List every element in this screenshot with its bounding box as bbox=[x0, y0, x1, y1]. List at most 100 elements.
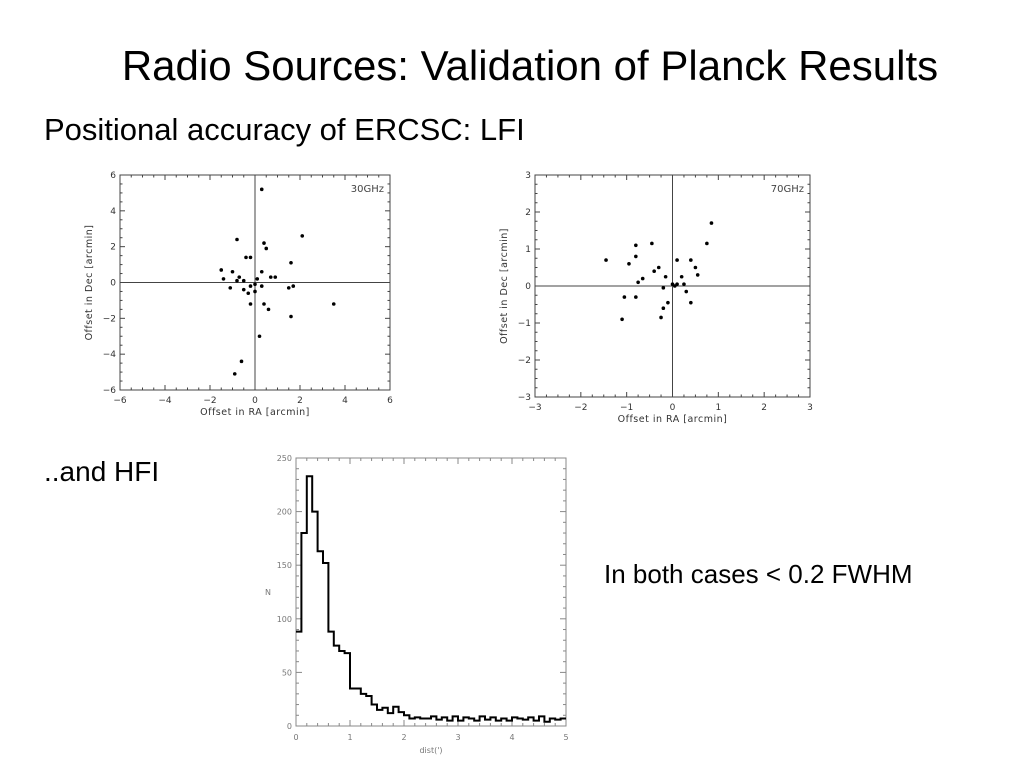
histogram-bin bbox=[442, 717, 447, 726]
data-point-30 bbox=[253, 282, 257, 287]
y-tick-label: −1 bbox=[518, 319, 531, 329]
x-tick-label: −1 bbox=[620, 403, 633, 413]
histogram-bin bbox=[480, 716, 485, 726]
x-tick-label: 3 bbox=[455, 733, 460, 742]
data-point-70 bbox=[652, 269, 656, 273]
y-tick-label: 3 bbox=[525, 171, 531, 181]
y-tick-label: 6 bbox=[110, 171, 116, 181]
data-point-30 bbox=[255, 277, 260, 281]
data-point-70 bbox=[634, 254, 638, 259]
y-tick-label: 150 bbox=[277, 561, 292, 570]
x-axis-label: Offset in RA [arcmin] bbox=[200, 407, 310, 418]
histogram-bin bbox=[361, 694, 366, 726]
data-point-70 bbox=[620, 317, 624, 322]
y-tick-label: 100 bbox=[277, 615, 292, 624]
x-tick-label: 2 bbox=[297, 396, 303, 406]
data-point-70 bbox=[634, 243, 638, 248]
data-point-30 bbox=[232, 372, 237, 376]
y-tick-label: −4 bbox=[103, 350, 117, 360]
histogram-bin bbox=[372, 705, 377, 726]
data-point-30 bbox=[289, 314, 293, 319]
data-point-30 bbox=[235, 237, 239, 242]
histogram-bin bbox=[339, 651, 344, 726]
histogram-bin bbox=[436, 720, 441, 726]
data-point-70 bbox=[659, 315, 663, 320]
x-tick-label: −2 bbox=[203, 396, 216, 406]
data-point-30 bbox=[219, 268, 224, 272]
x-tick-label: 0 bbox=[252, 396, 258, 406]
histogram-bin bbox=[415, 717, 420, 726]
x-axis-label: Offset in RA [arcmin] bbox=[618, 414, 728, 425]
x-tick-label: 2 bbox=[401, 733, 406, 742]
x-tick-label: −3 bbox=[528, 403, 541, 413]
data-point-30 bbox=[257, 334, 262, 339]
x-tick-label: −4 bbox=[158, 396, 172, 406]
scatter-plot-70ghz: −3 −2 −1 0 1 2 3 −3 −2 −1 0 1 2 3 Offset in RA [arcmin… bbox=[499, 171, 813, 425]
histogram-bin bbox=[404, 715, 409, 726]
section-label-hfi: ..and HFI bbox=[44, 456, 160, 487]
data-point-30 bbox=[253, 289, 257, 294]
x-tick-label: 0 bbox=[293, 733, 298, 742]
data-point-30 bbox=[262, 241, 266, 245]
data-point-30 bbox=[264, 246, 269, 251]
data-point-70 bbox=[675, 282, 679, 286]
data-point-70 bbox=[663, 274, 668, 279]
y-tick-label: 4 bbox=[110, 207, 116, 217]
data-point-30 bbox=[331, 302, 336, 306]
histogram-bin bbox=[334, 646, 339, 726]
y-tick-label: 2 bbox=[110, 243, 116, 253]
frequency-label: 30GHz bbox=[351, 184, 384, 195]
data-point-70 bbox=[705, 241, 709, 246]
y-tick-label: 2 bbox=[525, 208, 531, 218]
histogram-bin bbox=[301, 533, 306, 726]
histogram-bin bbox=[523, 720, 528, 726]
histogram-bin bbox=[382, 708, 387, 726]
data-point-30 bbox=[291, 284, 296, 288]
data-point-70 bbox=[604, 258, 608, 262]
x-tick-label: 6 bbox=[387, 396, 393, 406]
histogram-bin bbox=[501, 718, 506, 726]
y-tick-label: 50 bbox=[282, 668, 292, 677]
histogram-bin bbox=[323, 563, 328, 726]
histogram-bin bbox=[561, 718, 566, 726]
data-point-70 bbox=[666, 300, 670, 305]
histogram-bin bbox=[544, 722, 549, 726]
data-point-30 bbox=[268, 275, 273, 279]
data-point-30 bbox=[241, 287, 246, 292]
histogram-bin bbox=[539, 716, 544, 726]
data-point-30 bbox=[286, 286, 291, 290]
histogram-bin bbox=[555, 720, 560, 726]
y-axis-label: Offset in Dec [arcmin] bbox=[84, 225, 95, 341]
histogram-bin bbox=[463, 717, 468, 726]
data-point-30 bbox=[259, 284, 264, 288]
data-point-30 bbox=[273, 275, 278, 279]
histogram-bin bbox=[485, 720, 490, 726]
histogram-bin bbox=[307, 476, 312, 726]
x-tick-label: 2 bbox=[761, 403, 767, 413]
x-tick-label: 5 bbox=[563, 733, 568, 742]
data-point-30 bbox=[230, 269, 235, 274]
y-tick-label: 250 bbox=[277, 454, 292, 463]
scatter-plot-30ghz: −6 −4 −2 0 2 4 6 −6 −4 −2 0 2 4 6 Offset in RA [arcmin… bbox=[84, 171, 393, 418]
y-axis-label: Offset in Dec [arcmin] bbox=[499, 228, 510, 344]
x-tick-label: 1 bbox=[347, 733, 352, 742]
histogram-bin bbox=[388, 713, 393, 726]
data-point-30 bbox=[248, 284, 253, 288]
x-axis-label: dist(') bbox=[419, 746, 442, 755]
result-note: In both cases < 0.2 FWHM bbox=[604, 559, 913, 589]
data-point-70 bbox=[684, 289, 689, 294]
data-point-70 bbox=[693, 265, 698, 270]
data-point-70 bbox=[640, 276, 645, 281]
y-tick-label: 0 bbox=[287, 722, 292, 731]
data-point-70 bbox=[695, 273, 700, 277]
histogram-bin bbox=[431, 716, 436, 726]
data-point-30 bbox=[289, 260, 293, 265]
histogram-bin bbox=[393, 707, 398, 726]
histogram-outline bbox=[296, 475, 566, 723]
histogram-bin bbox=[517, 718, 522, 726]
data-point-70 bbox=[661, 286, 666, 290]
y-tick-label: 1 bbox=[525, 245, 531, 255]
frequency-label: 70GHz bbox=[771, 184, 804, 195]
y-tick-label: −2 bbox=[518, 356, 531, 366]
